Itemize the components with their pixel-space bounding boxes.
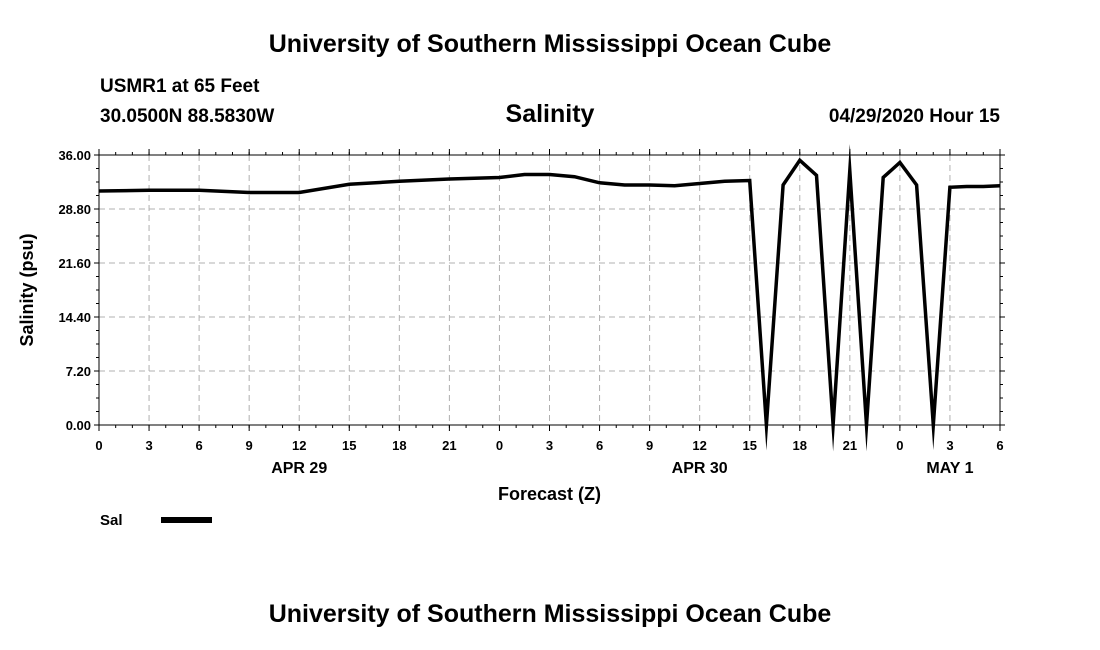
y-tick-label: 21.60 (58, 256, 91, 271)
x-tick-label: 3 (546, 438, 553, 453)
x-tick-label: 9 (246, 438, 253, 453)
x-tick-label: 6 (195, 438, 202, 453)
x-tick-label: 15 (742, 438, 756, 453)
page-title: University of Southern Mississippi Ocean… (268, 30, 832, 58)
date-label: APR 29 (271, 460, 327, 477)
x-tick-label: 6 (596, 438, 603, 453)
grid (99, 155, 1000, 425)
x-tick-label: 3 (946, 438, 953, 453)
x-tick-label: 15 (342, 438, 356, 453)
x-tick-label: 18 (793, 438, 807, 453)
legend-label: Sal (100, 512, 123, 529)
legend: Sal (100, 512, 212, 529)
plot-frame (98, 154, 1001, 426)
datetime-label: 04/29/2020 Hour 15 (828, 106, 1000, 127)
date-label: APR 30 (672, 460, 728, 477)
x-tick-label: 21 (843, 438, 857, 453)
x-tick-label: 3 (145, 438, 152, 453)
x-tick-label: 12 (292, 438, 306, 453)
date-label: MAY 1 (926, 460, 973, 477)
x-tick-label: 21 (442, 438, 456, 453)
y-tick-label: 14.40 (58, 310, 91, 325)
axes: 0.00 7.20 14.40 21.60 28.80 36.00 0 3 6 9 12 15 18 21… (17, 148, 1005, 504)
x-tick-label: 0 (896, 438, 903, 453)
y-tick-label: 0.00 (66, 418, 91, 433)
x-tick-label: 18 (392, 438, 406, 453)
y-axis-title: Salinity (psu) (17, 233, 37, 346)
x-tick-label: 12 (692, 438, 706, 453)
x-tick-label: 0 (496, 438, 503, 453)
series-layer (98, 144, 1001, 452)
series-line-sal (98, 144, 1001, 452)
footer-title: University of Southern Mississippi Ocean… (268, 600, 832, 628)
y-tick-label: 28.80 (58, 202, 91, 217)
x-tick-label: 6 (996, 438, 1003, 453)
station-label: USMR1 at 65 Feet (100, 76, 260, 97)
y-tick-label: 36.00 (58, 148, 91, 163)
y-tick-label: 7.20 (66, 364, 91, 379)
coordinates-label: 30.0500N 88.5830W (100, 106, 275, 127)
x-tick-label: 0 (95, 438, 102, 453)
x-axis-title: Forecast (Z) (498, 484, 601, 504)
chart-title: Salinity (505, 100, 595, 128)
x-tick-label: 9 (646, 438, 653, 453)
